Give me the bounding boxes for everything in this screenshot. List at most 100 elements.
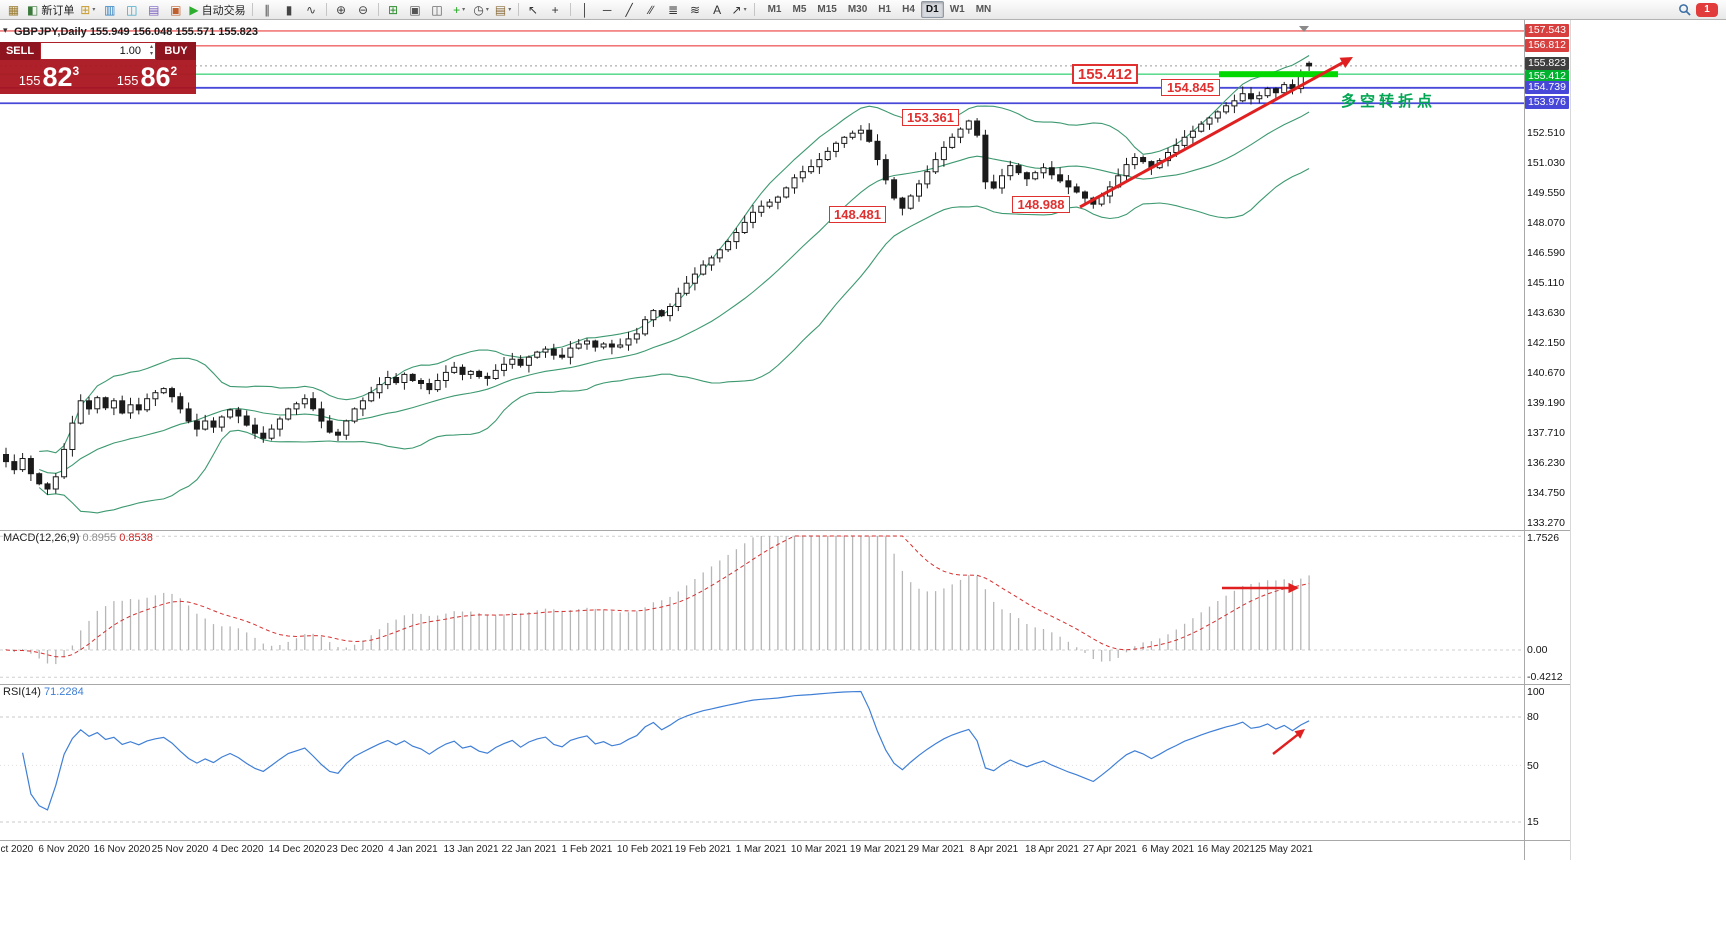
timeframe-H1[interactable]: H1 (878, 4, 892, 15)
line-chart-icon[interactable]: ∿ (301, 1, 322, 18)
date-label: 4 Jan 2021 (388, 844, 438, 855)
notification-badge[interactable]: 1 (1696, 2, 1718, 17)
buy-price-sup: 2 (170, 63, 178, 78)
price-annotation[interactable]: 155.412 (1072, 64, 1138, 84)
shapes-icon[interactable]: ≋ (685, 1, 706, 18)
candlestick-chart-icon[interactable]: ▮ (279, 1, 300, 18)
arrows-icon[interactable]: ↗ ▾ (729, 1, 750, 18)
arrange-windows-icon[interactable]: ◫ (427, 1, 448, 18)
price-grid-label: 137.710 (1527, 427, 1565, 439)
date-label: 29 Mar 2021 (907, 844, 965, 855)
price-chart[interactable] (0, 20, 1524, 530)
fibonacci-icon[interactable]: ≣ (663, 1, 684, 18)
macd-panel-divider[interactable] (0, 530, 1570, 531)
volume-down-icon[interactable]: ▾ (149, 51, 153, 57)
price-axis-divider (1524, 20, 1525, 860)
price-annotation[interactable]: 148.988 (1012, 196, 1070, 213)
date-label: 10 Mar 2021 (790, 844, 848, 855)
search-icon[interactable] (1678, 3, 1691, 16)
timeframe-M15[interactable]: M15 (817, 4, 837, 15)
toolbar-separator (517, 3, 519, 16)
templates-icon-glyph: ▤ (494, 2, 507, 17)
timeframe-toolbar: M1 M5 M15 M30 H1 H4 D1 W1 MN (763, 1, 997, 18)
zoom-out-icon[interactable]: ⊖ (353, 1, 374, 18)
volume-spinner[interactable]: ▴ ▾ (150, 44, 153, 58)
sell-tab[interactable]: SELL (0, 42, 40, 60)
bollinger-upper-band[interactable] (39, 55, 1310, 454)
rsi-panel-divider[interactable] (0, 684, 1570, 685)
channel-icon[interactable]: ∕∕ (641, 1, 662, 18)
bar-chart-icon[interactable]: ∥ (257, 1, 278, 18)
rsi-arrow[interactable] (1272, 729, 1305, 755)
zoom-in-icon[interactable]: ⊕ (331, 1, 352, 18)
tile-windows-icon[interactable]: ⊞ (383, 1, 404, 18)
one-click-collapse-icon[interactable]: ▾ (3, 25, 8, 35)
horizontal-line-icon[interactable]: ─ (597, 1, 618, 18)
sell-price-prefix: 155 (18, 73, 41, 88)
date-label: 26 Oct 2020 (0, 844, 34, 855)
dropdown-caret-icon: ▾ (485, 7, 489, 13)
chart-shift-marker[interactable] (1299, 26, 1309, 32)
timeframe-W1[interactable]: W1 (949, 4, 965, 15)
macd-panel-chart[interactable] (0, 530, 1524, 684)
cascade-windows-icon[interactable]: ▣ (405, 1, 426, 18)
macd-name: MACD(12,26,9) (3, 532, 80, 544)
text-icon[interactable]: A (707, 1, 728, 18)
new-order-button[interactable]: ◧ 新订单 (25, 1, 76, 18)
timeframe-D1[interactable]: D1 (920, 1, 944, 18)
volume-input[interactable]: 1.00 ▴ ▾ (41, 43, 155, 59)
date-label: 14 Dec 2020 (268, 844, 326, 855)
timeframe-M30[interactable]: M30 (847, 4, 868, 15)
timeframe-MN[interactable]: MN (975, 4, 992, 15)
cursor-icon[interactable]: ↖ (523, 1, 544, 18)
buy-price-button[interactable]: 155 86 2 (98, 60, 196, 94)
date-label: 25 May 2021 (1255, 844, 1313, 855)
volume-up-icon[interactable]: ▴ (149, 44, 153, 50)
data-window-icon[interactable]: ◫ (121, 1, 142, 18)
one-click-trading-panel: SELL 1.00 ▴ ▾ BUY 155 82 3 155 86 2 (0, 42, 196, 94)
trendline-icon[interactable]: ╱ (619, 1, 640, 18)
chart-window[interactable]: ▾ GBPJPY,Daily 155.949 156.048 155.571 1… (0, 20, 1726, 943)
bollinger-lower-band[interactable] (38, 168, 1310, 514)
price-grid-label: 136.230 (1527, 457, 1565, 469)
line-chart-icon-glyph: ∿ (306, 2, 317, 17)
toolbar-separator (251, 3, 253, 16)
text-icon-glyph: A (713, 2, 722, 17)
autotrading-button[interactable]: ▶ 自动交易 (187, 1, 247, 18)
macd-arrow[interactable] (1222, 582, 1299, 594)
timeframe-H4[interactable]: H4 (902, 4, 915, 15)
navigator-icon[interactable]: ▤ (143, 1, 164, 18)
templates-icon[interactable]: ▤ ▾ (493, 1, 514, 18)
charts-stack-icon[interactable]: ⊞ ▾ (77, 1, 98, 18)
crosshair-icon[interactable]: + (545, 1, 566, 18)
trend-arrow[interactable] (1079, 57, 1353, 209)
price-annotation[interactable]: 148.481 (829, 206, 886, 223)
price-annotation[interactable]: 154.845 (1161, 79, 1220, 96)
add-indicator-icon[interactable]: + ▾ (449, 1, 470, 18)
support-zone-bar[interactable] (1219, 71, 1338, 78)
turning-point-label[interactable]: 多空转折点 (1341, 93, 1437, 110)
autotrading-button-glyph: ▶ (189, 2, 199, 17)
price-grid-label: 151.030 (1527, 157, 1565, 169)
bollinger-middle-band[interactable] (39, 111, 1310, 474)
timeframe-M1[interactable]: M1 (767, 4, 782, 15)
timeframe-M5[interactable]: M5 (792, 4, 807, 15)
vertical-line-icon[interactable]: │ (575, 1, 596, 18)
price-axis[interactable]: 152.510 151.030 149.550 148.070 146.590 145.1… (1524, 20, 1570, 860)
zoom-in-icon-glyph: ⊕ (336, 2, 347, 17)
market-watch-icon[interactable]: ▥ (99, 1, 120, 18)
sell-price-sup: 3 (72, 63, 80, 78)
date-label: 10 Feb 2021 (616, 844, 674, 855)
new-chart-icon[interactable]: ▦ (3, 1, 24, 18)
periods-icon[interactable]: ◷ ▾ (471, 1, 492, 18)
date-label: 19 Mar 2021 (849, 844, 907, 855)
terminal-icon[interactable]: ▣ (165, 1, 186, 18)
rsi-panel-chart[interactable] (0, 684, 1524, 840)
sell-price-button[interactable]: 155 82 3 (0, 60, 98, 94)
dropdown-caret-icon: ▾ (508, 7, 512, 13)
rsi-line (22, 690, 1310, 811)
price-grid-label: 148.070 (1527, 217, 1565, 229)
price-annotation[interactable]: 153.361 (902, 109, 959, 126)
price-level-badge: 153.976 (1525, 96, 1569, 109)
buy-tab[interactable]: BUY (156, 42, 196, 60)
